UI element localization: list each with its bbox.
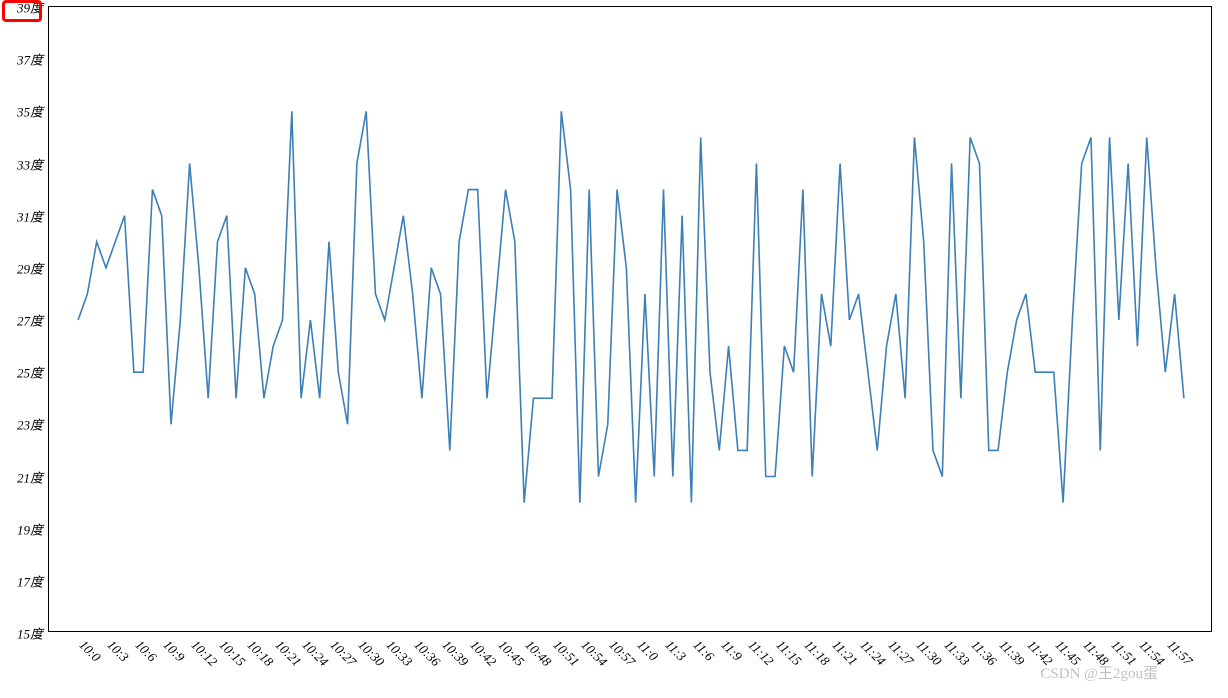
x-tick-label: 11:18 [801, 637, 833, 669]
x-tick-label: 10:15 [215, 637, 248, 670]
plot-area: 15度17度19度21度23度25度27度29度31度33度35度37度39度1… [48, 6, 1212, 632]
y-tick-label: 31度 [17, 206, 43, 225]
y-tick-label: 17度 [17, 571, 43, 590]
x-tick-label: 10:39 [438, 637, 471, 670]
x-tick-label: 10:42 [466, 637, 499, 670]
x-tick-label: 11:21 [829, 637, 861, 669]
highlight-box [2, 0, 42, 22]
x-tick-label: 11:27 [885, 637, 917, 669]
y-tick-label: 27度 [17, 311, 43, 330]
x-tick-label: 10:27 [327, 637, 360, 670]
x-tick-label: 10:45 [494, 637, 527, 670]
x-tick-label: 11:30 [912, 637, 944, 669]
x-tick-label: 10:54 [578, 637, 611, 670]
line-path [78, 111, 1184, 502]
y-tick-label: 19度 [17, 519, 43, 538]
x-tick-label: 11:3 [661, 637, 688, 664]
x-tick-label: 10:30 [355, 637, 388, 670]
x-tick-label: 10:33 [383, 637, 416, 670]
x-tick-label: 11:15 [773, 637, 805, 669]
x-tick-label: 11:39 [996, 637, 1028, 669]
y-tick-label: 29度 [17, 258, 43, 277]
x-tick-label: 10:21 [271, 637, 304, 670]
y-tick-label: 23度 [17, 415, 43, 434]
x-tick-label: 10:9 [160, 637, 188, 665]
x-tick-label: 10:57 [606, 637, 639, 670]
y-tick-label: 35度 [17, 102, 43, 121]
y-tick-label: 15度 [17, 624, 43, 643]
x-tick-label: 10:18 [243, 637, 276, 670]
x-tick-label: 10:24 [299, 637, 332, 670]
x-tick-label: 11:24 [857, 637, 889, 669]
y-tick-label: 33度 [17, 154, 43, 173]
line-series [49, 7, 1213, 633]
x-tick-label: 10:48 [522, 637, 555, 670]
x-tick-label: 10:36 [411, 637, 444, 670]
watermark-text: CSDN @王2gou蛋 [1040, 662, 1158, 683]
x-tick-label: 11:57 [1163, 637, 1195, 669]
x-tick-label: 10:3 [104, 637, 132, 665]
y-tick-label: 37度 [17, 50, 43, 69]
y-tick-label: 25度 [17, 363, 43, 382]
x-tick-label: 11:33 [940, 637, 972, 669]
x-tick-label: 11:36 [968, 637, 1000, 669]
y-tick-label: 21度 [17, 467, 43, 486]
x-tick-label: 10:51 [550, 637, 583, 670]
line-chart: 15度17度19度21度23度25度27度29度31度33度35度37度39度1… [0, 0, 1228, 698]
x-tick-label: 10:6 [132, 637, 160, 665]
x-tick-label: 11:0 [634, 637, 661, 664]
x-tick-label: 11:9 [717, 637, 744, 664]
x-tick-label: 10:12 [188, 637, 221, 670]
x-tick-label: 11:12 [745, 637, 777, 669]
x-tick-label: 11:6 [689, 637, 716, 664]
x-tick-label: 10:0 [76, 637, 104, 665]
